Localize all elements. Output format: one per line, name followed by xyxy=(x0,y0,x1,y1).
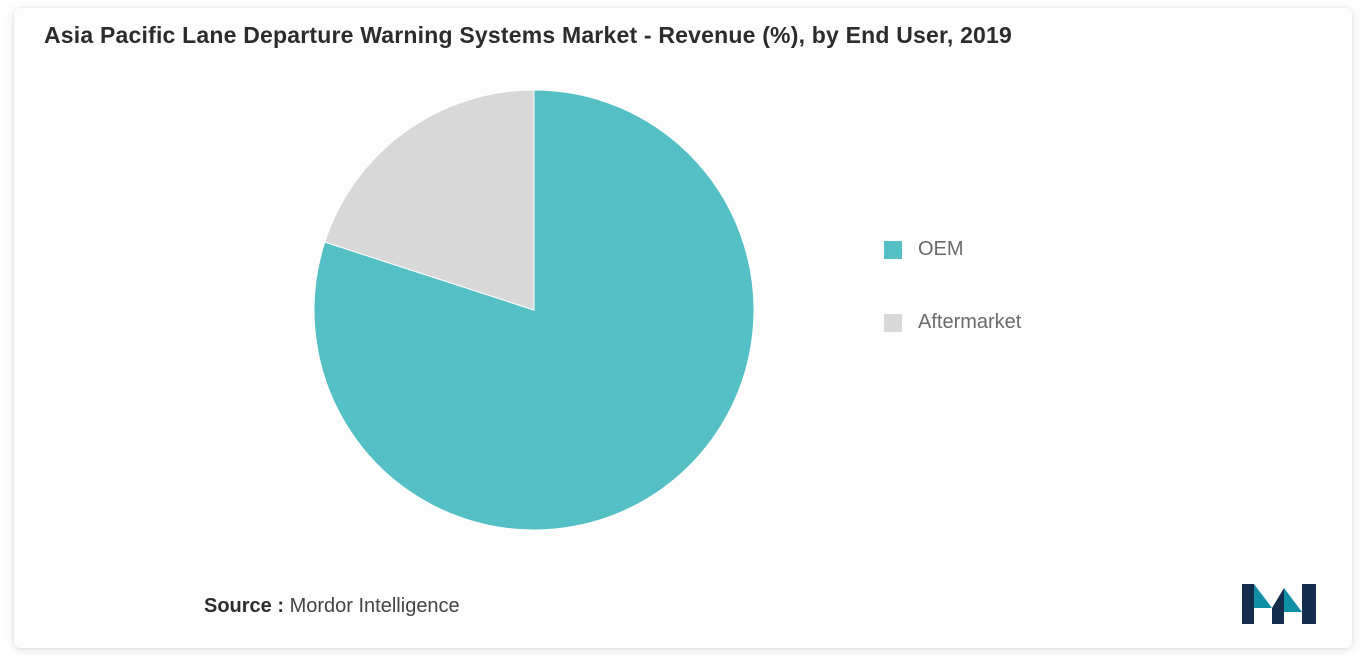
legend-item-aftermarket: Aftermarket xyxy=(884,311,1021,334)
chart-title: Asia Pacific Lane Departure Warning Syst… xyxy=(44,22,1324,49)
legend-label: OEM xyxy=(918,238,964,261)
source-footer: Source : Mordor Intelligence xyxy=(204,595,460,618)
legend-item-oem: OEM xyxy=(884,238,1021,261)
pie-chart xyxy=(314,90,754,530)
mordor-logo-icon xyxy=(1240,580,1318,626)
legend-swatch xyxy=(884,241,902,259)
pie-svg xyxy=(314,90,754,530)
legend-swatch xyxy=(884,314,902,332)
source-label: Source : xyxy=(204,595,284,617)
chart-card: Asia Pacific Lane Departure Warning Syst… xyxy=(14,8,1352,648)
legend-label: Aftermarket xyxy=(918,311,1021,334)
source-name: Mordor Intelligence xyxy=(290,595,460,617)
legend: OEM Aftermarket xyxy=(884,238,1021,334)
